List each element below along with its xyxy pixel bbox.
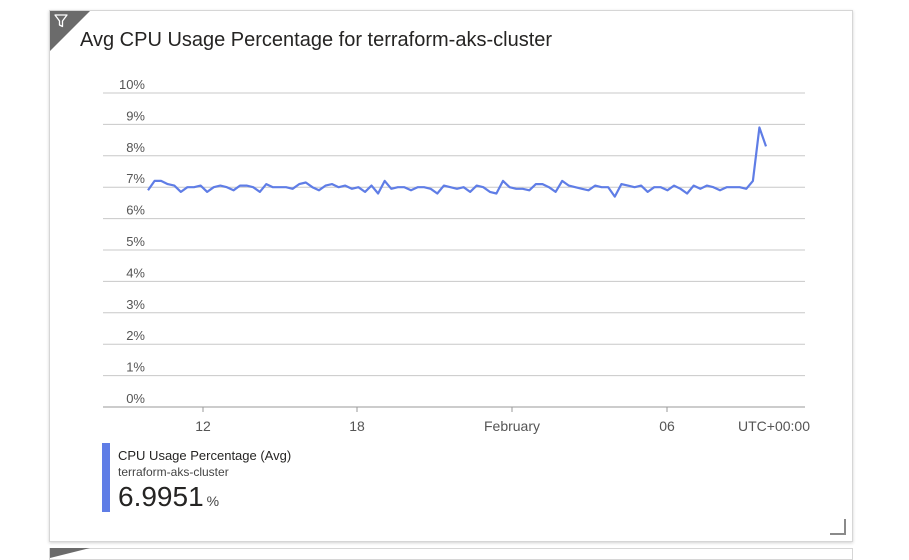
legend-color-bar xyxy=(102,443,110,512)
y-tick-label: 6% xyxy=(126,203,145,218)
y-tick-label: 10% xyxy=(119,77,145,92)
line-chart: 10% 9% 8% 7% 6% 5% 4% 3% 2% 1% 0% 12 18 February 06 UTC… xyxy=(103,77,810,434)
y-tick-label: 3% xyxy=(126,297,145,312)
timezone-label: UTC+00:00 xyxy=(738,418,810,434)
legend-value-unit: % xyxy=(206,493,220,509)
x-tick-label: 18 xyxy=(349,418,365,434)
chart-title: Avg CPU Usage Percentage for terraform-a… xyxy=(80,29,553,51)
legend-resource-name: terraform-aks-cluster xyxy=(118,465,229,479)
next-tile-filter-corner xyxy=(50,548,90,558)
y-tick-label: 4% xyxy=(126,265,145,280)
y-tick-label: 2% xyxy=(126,328,145,343)
legend-value-number: 6.9951 xyxy=(118,481,204,512)
y-tick-label: 8% xyxy=(126,140,145,155)
chart-tile[interactable]: Avg CPU Usage Percentage for terraform-a… xyxy=(49,10,853,542)
legend-series-name: CPU Usage Percentage (Avg) xyxy=(118,448,292,463)
x-tick-label: 12 xyxy=(195,418,211,434)
series-line xyxy=(147,126,768,198)
resize-handle-icon[interactable] xyxy=(830,519,846,535)
x-tick-label: February xyxy=(484,418,540,434)
y-tick-label: 7% xyxy=(126,171,145,186)
legend-value: 6.9951% xyxy=(118,481,219,513)
filter-icon[interactable] xyxy=(54,14,68,28)
x-tick-label: 06 xyxy=(659,418,675,434)
y-tick-label: 0% xyxy=(126,391,145,406)
next-tile xyxy=(49,548,853,560)
y-tick-label: 1% xyxy=(126,360,145,375)
y-tick-label: 5% xyxy=(126,234,145,249)
y-tick-label: 9% xyxy=(126,108,145,123)
